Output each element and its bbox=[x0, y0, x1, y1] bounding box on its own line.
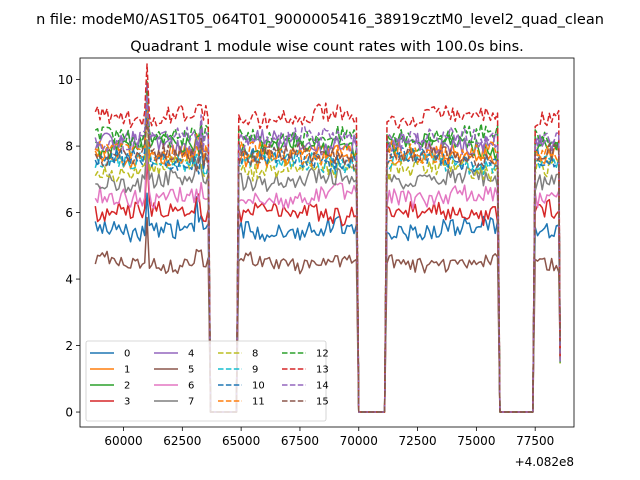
legend-label-6: 6 bbox=[188, 381, 194, 392]
legend-label-7: 7 bbox=[188, 397, 194, 408]
x-tick-label: 70000 bbox=[340, 434, 378, 448]
legend-label-11: 11 bbox=[252, 397, 265, 408]
y-tick-label: 4 bbox=[65, 273, 73, 287]
series-line-7 bbox=[95, 139, 561, 413]
y-tick-label: 0 bbox=[65, 406, 73, 420]
legend-label-3: 3 bbox=[124, 397, 130, 408]
legend-label-9: 9 bbox=[252, 365, 258, 376]
x-tick-label: 67500 bbox=[281, 434, 319, 448]
series-line-14 bbox=[94, 94, 561, 413]
x-tick-label: 72500 bbox=[398, 434, 436, 448]
legend-label-12: 12 bbox=[316, 349, 329, 360]
legend-box bbox=[85, 340, 327, 422]
plot-area-frame bbox=[79, 57, 575, 428]
legend-label-8: 8 bbox=[252, 349, 258, 360]
chart-suptitle: n file: modeM0/AS1T05_064T01_9000005416_… bbox=[36, 12, 604, 28]
x-tick-label: 65000 bbox=[222, 434, 260, 448]
series-layer bbox=[94, 63, 561, 413]
y-tick-label: 10 bbox=[58, 73, 73, 87]
legend-label-10: 10 bbox=[252, 381, 265, 392]
series-line-9 bbox=[94, 93, 561, 413]
series-line-5 bbox=[94, 216, 561, 413]
series-line-8 bbox=[94, 110, 561, 413]
series-line-13 bbox=[94, 63, 561, 413]
series-line-10 bbox=[94, 103, 561, 413]
legend-label-5: 5 bbox=[188, 365, 194, 376]
series-line-3 bbox=[94, 157, 561, 413]
legend-label-14: 14 bbox=[316, 381, 329, 392]
legend-label-2: 2 bbox=[124, 381, 130, 392]
x-tick-label: 77500 bbox=[516, 434, 554, 448]
x-tick-label: 62500 bbox=[163, 434, 201, 448]
chart-title: Quadrant 1 module wise count rates with … bbox=[130, 39, 524, 55]
series-line-0 bbox=[94, 192, 561, 413]
legend-label-4: 4 bbox=[188, 349, 194, 360]
y-tick-label: 6 bbox=[65, 206, 73, 220]
y-tick-label: 2 bbox=[65, 339, 73, 353]
series-line-15 bbox=[94, 119, 561, 413]
series-line-6 bbox=[94, 145, 561, 413]
y-tick-label: 8 bbox=[65, 140, 73, 154]
y-axis: 0 2 4 6 8 10 bbox=[58, 73, 80, 420]
x-tick-label: 60000 bbox=[104, 434, 142, 448]
legend-label-0: 0 bbox=[124, 349, 130, 360]
x-tick-label: 75000 bbox=[457, 434, 495, 448]
legend-label-1: 1 bbox=[124, 365, 130, 376]
legend-label-15: 15 bbox=[316, 397, 329, 408]
x-axis: 60000 62500 65000 67500 70000 72500 75000 77500 bbox=[104, 427, 554, 448]
x-offset-label: +4.082e8 bbox=[515, 455, 574, 469]
series-line-4 bbox=[94, 82, 561, 413]
legend-label-13: 13 bbox=[316, 365, 329, 376]
